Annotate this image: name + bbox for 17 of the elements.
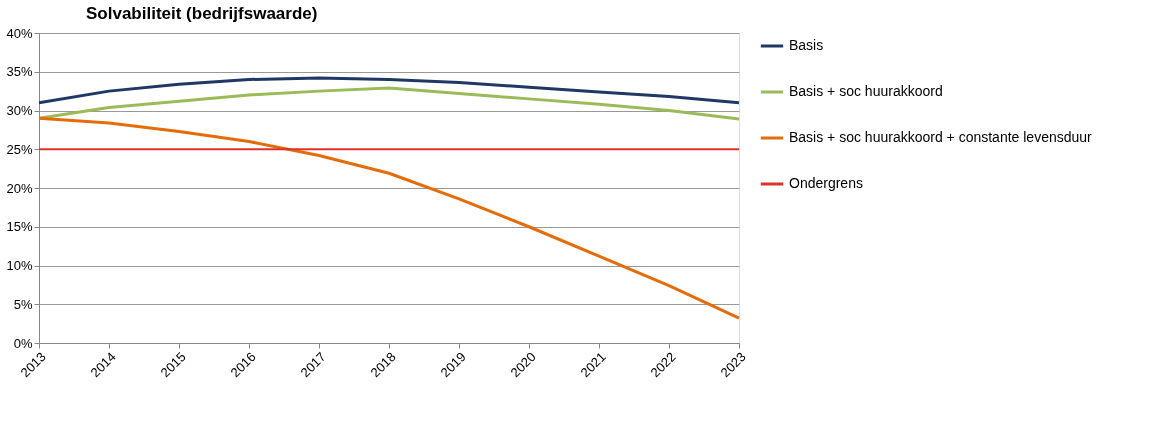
y-tick-label: 25% bbox=[6, 141, 33, 157]
y-tick-label: 35% bbox=[6, 64, 33, 80]
line-series bbox=[37, 76, 741, 105]
y-tick-label: 5% bbox=[13, 296, 33, 312]
legend-label: Basis + soc huurakkoord + constante levensduur bbox=[789, 129, 1093, 145]
y-tick-label: 10% bbox=[6, 258, 33, 273]
line-series bbox=[37, 116, 741, 320]
legend-label: Ondergrens bbox=[789, 175, 863, 191]
y-tick-label: 20% bbox=[6, 180, 33, 196]
line-series bbox=[37, 86, 741, 121]
y-tick-label: 15% bbox=[6, 219, 33, 235]
y-tick-label: 40% bbox=[6, 25, 33, 41]
legend-label: Basis bbox=[789, 37, 824, 53]
legend-label: Basis + soc huurakkoord bbox=[789, 83, 943, 99]
y-tick-label: 0% bbox=[13, 335, 33, 351]
y-tick-label: 30% bbox=[6, 103, 33, 118]
chart-title: Solvabiliteit (bedrijfswaarde) bbox=[85, 4, 318, 23]
